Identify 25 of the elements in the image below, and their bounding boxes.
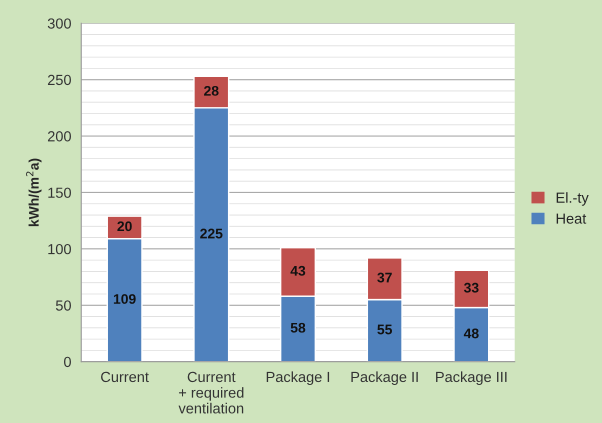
x-tick-label: Current + required ventilation <box>178 372 244 414</box>
x-tick-label: Current <box>101 372 149 382</box>
data-label: 48 <box>464 328 479 338</box>
y-tick-label: 300 <box>48 18 71 29</box>
y-tick-label: 50 <box>56 300 71 311</box>
y-tick-label: 150 <box>48 188 71 198</box>
legend-label: Heat <box>556 214 586 224</box>
data-label: 33 <box>464 282 479 293</box>
data-label: 58 <box>290 322 306 333</box>
y-tick-label: 250 <box>48 74 71 86</box>
x-tick-label: Package III <box>436 371 507 385</box>
x-tick-label: Package II <box>351 371 418 385</box>
data-label: 109 <box>114 294 136 304</box>
x-tick-label: Package I <box>266 371 330 385</box>
legend-label: El.-ty <box>556 192 589 206</box>
y-tick-label: 200 <box>48 131 71 142</box>
data-label: 20 <box>117 221 132 232</box>
data-label: 28 <box>204 86 219 96</box>
data-label: 43 <box>290 266 306 276</box>
y-axis-title: kWh/(m$^{2}$a) <box>26 158 42 226</box>
data-label: 55 <box>377 324 392 334</box>
data-label: 225 <box>200 228 223 238</box>
data-label: 37 <box>377 272 392 283</box>
y-tick-label: 100 <box>48 244 71 254</box>
y-tick-label: 0 <box>64 356 71 368</box>
